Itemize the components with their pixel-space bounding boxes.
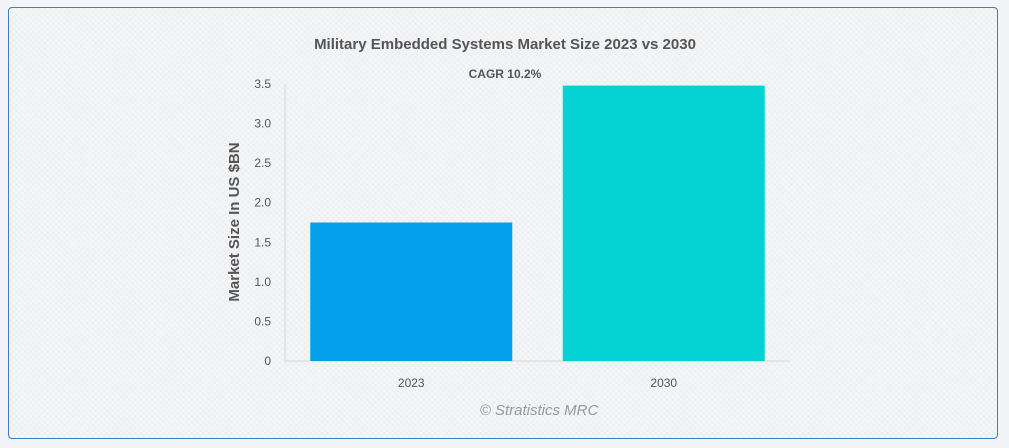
- y-axis-label: Market Size In US $BN: [226, 142, 243, 301]
- x-tick-label: 2023: [398, 376, 425, 390]
- credit-text: © Stratistics MRC: [480, 402, 599, 419]
- y-tick-label: 1.5: [254, 235, 271, 249]
- bar-2030: [562, 85, 765, 361]
- y-axis-ticks: 0 0.5 1.0 1.5 2.0 2.5 3.0 3.5: [254, 77, 271, 368]
- y-tick-label: 3.0: [254, 117, 271, 131]
- y-tick-label: 1.0: [254, 275, 271, 289]
- bars: [310, 85, 765, 361]
- x-tick-label: 2030: [650, 376, 677, 390]
- y-tick-label: 0: [264, 354, 271, 368]
- cagr-annotation: CAGR 10.2%: [469, 67, 542, 81]
- chart-title: Military Embedded Systems Market Size 20…: [314, 36, 696, 53]
- y-tick-label: 2.0: [254, 196, 271, 210]
- bar-2023: [310, 222, 513, 361]
- y-tick-label: 3.5: [254, 77, 271, 91]
- y-tick-label: 2.5: [254, 156, 271, 170]
- x-axis-ticks: 2023 2030: [398, 376, 678, 390]
- y-tick-label: 0.5: [254, 314, 271, 328]
